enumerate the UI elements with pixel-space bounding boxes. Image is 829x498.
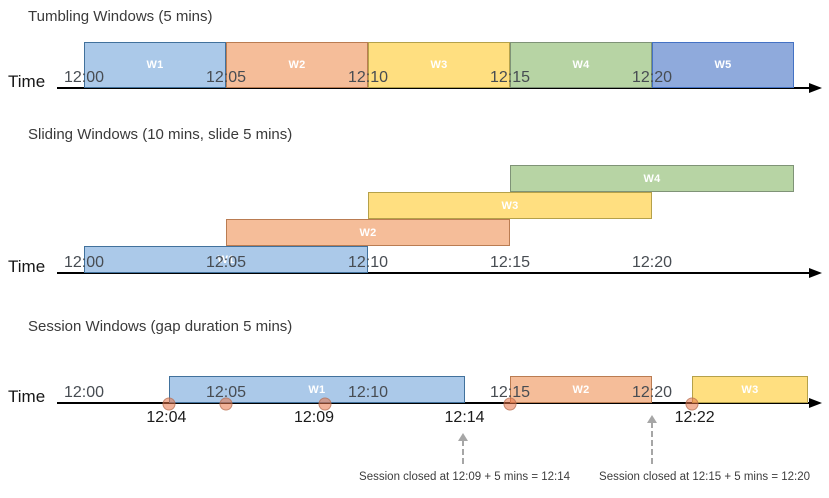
window-label: W1 [146,59,164,71]
window-bar-w2: W2 [226,219,510,246]
window-label: W2 [359,226,377,239]
window-bar-w1: W1 [84,42,226,88]
tick-label: 12:20 [631,254,673,271]
window-label: W1 [217,253,235,266]
window-label: W1 [308,383,326,396]
time-axis [57,272,810,274]
event-dot-icon [685,397,699,411]
event-dot-icon [503,397,517,411]
window-bar-w4: W4 [510,42,652,88]
event-dot-icon [318,397,332,411]
event-time-label: 12:04 [146,409,187,426]
tick-label: 12:10 [347,69,389,86]
tick-label: 12:00 [63,69,105,86]
time-axis-label: Time [8,257,46,276]
window-label: W3 [430,59,448,71]
time-axis [57,87,810,89]
tick-label: 12:20 [631,384,673,401]
section-title-sliding: Sliding Windows (10 mins, slide 5 mins) [28,126,293,143]
window-bar-w2: W2 [226,42,368,88]
window-label: W3 [501,199,519,212]
window-bar-w3: W3 [691,376,809,403]
window-bar-w3: W3 [368,192,652,219]
time-axis [57,402,810,404]
tick-label: 12:15 [489,384,531,401]
window-label: W2 [288,59,306,71]
tick-label: 12:10 [347,384,389,401]
axis-arrowhead-icon [809,268,822,278]
event-time-label: 12:09 [294,409,335,426]
tick-label: 12:15 [489,254,531,271]
event-dot-icon [162,397,176,411]
tick-label: 12:00 [63,384,105,401]
window-label: W3 [741,383,759,396]
session-close-annotation: Session closed at 12:15 + 5 mins = 12:20 [599,471,811,483]
window-label: W2 [572,383,590,396]
window-bar-w3: W3 [368,42,510,88]
section-title-session: Session Windows (gap duration 5 mins) [28,318,293,335]
session-close-arrow-icon [647,415,657,423]
session-close-arrow [462,440,465,464]
window-label: W4 [643,172,661,185]
session-close-annotation: Session closed at 12:09 + 5 mins = 12:14 [359,471,571,483]
tick-label: 12:05 [205,69,247,86]
tick-label: 12:15 [489,69,531,86]
tick-label: 12:10 [347,254,389,271]
session-close-arrow [651,422,653,464]
section-title-tumbling: Tumbling Windows (5 mins) [28,8,213,25]
window-label: W4 [572,59,590,71]
window-label: W5 [714,59,732,71]
tick-label: 12:00 [63,254,105,271]
event-time-label: 12:22 [674,409,715,426]
event-time-label: 12:14 [444,409,485,426]
tick-label: 12:05 [205,384,247,401]
session-close-arrow-icon [458,433,469,441]
window-bar-w4: W4 [510,165,794,192]
time-axis-label: Time [8,72,46,91]
time-axis-label: Time [8,387,46,406]
window-bar-w1: W1 [84,246,368,273]
window-bar-w2: W2 [510,376,652,403]
event-dot-icon [219,397,233,411]
window-bar-w1: W1 [169,376,465,403]
tick-label: 12:20 [631,69,673,86]
tick-label: 12:05 [205,254,247,271]
window-bar-w5: W5 [652,42,794,88]
axis-arrowhead-icon [809,398,822,408]
axis-arrowhead-icon [809,83,822,93]
